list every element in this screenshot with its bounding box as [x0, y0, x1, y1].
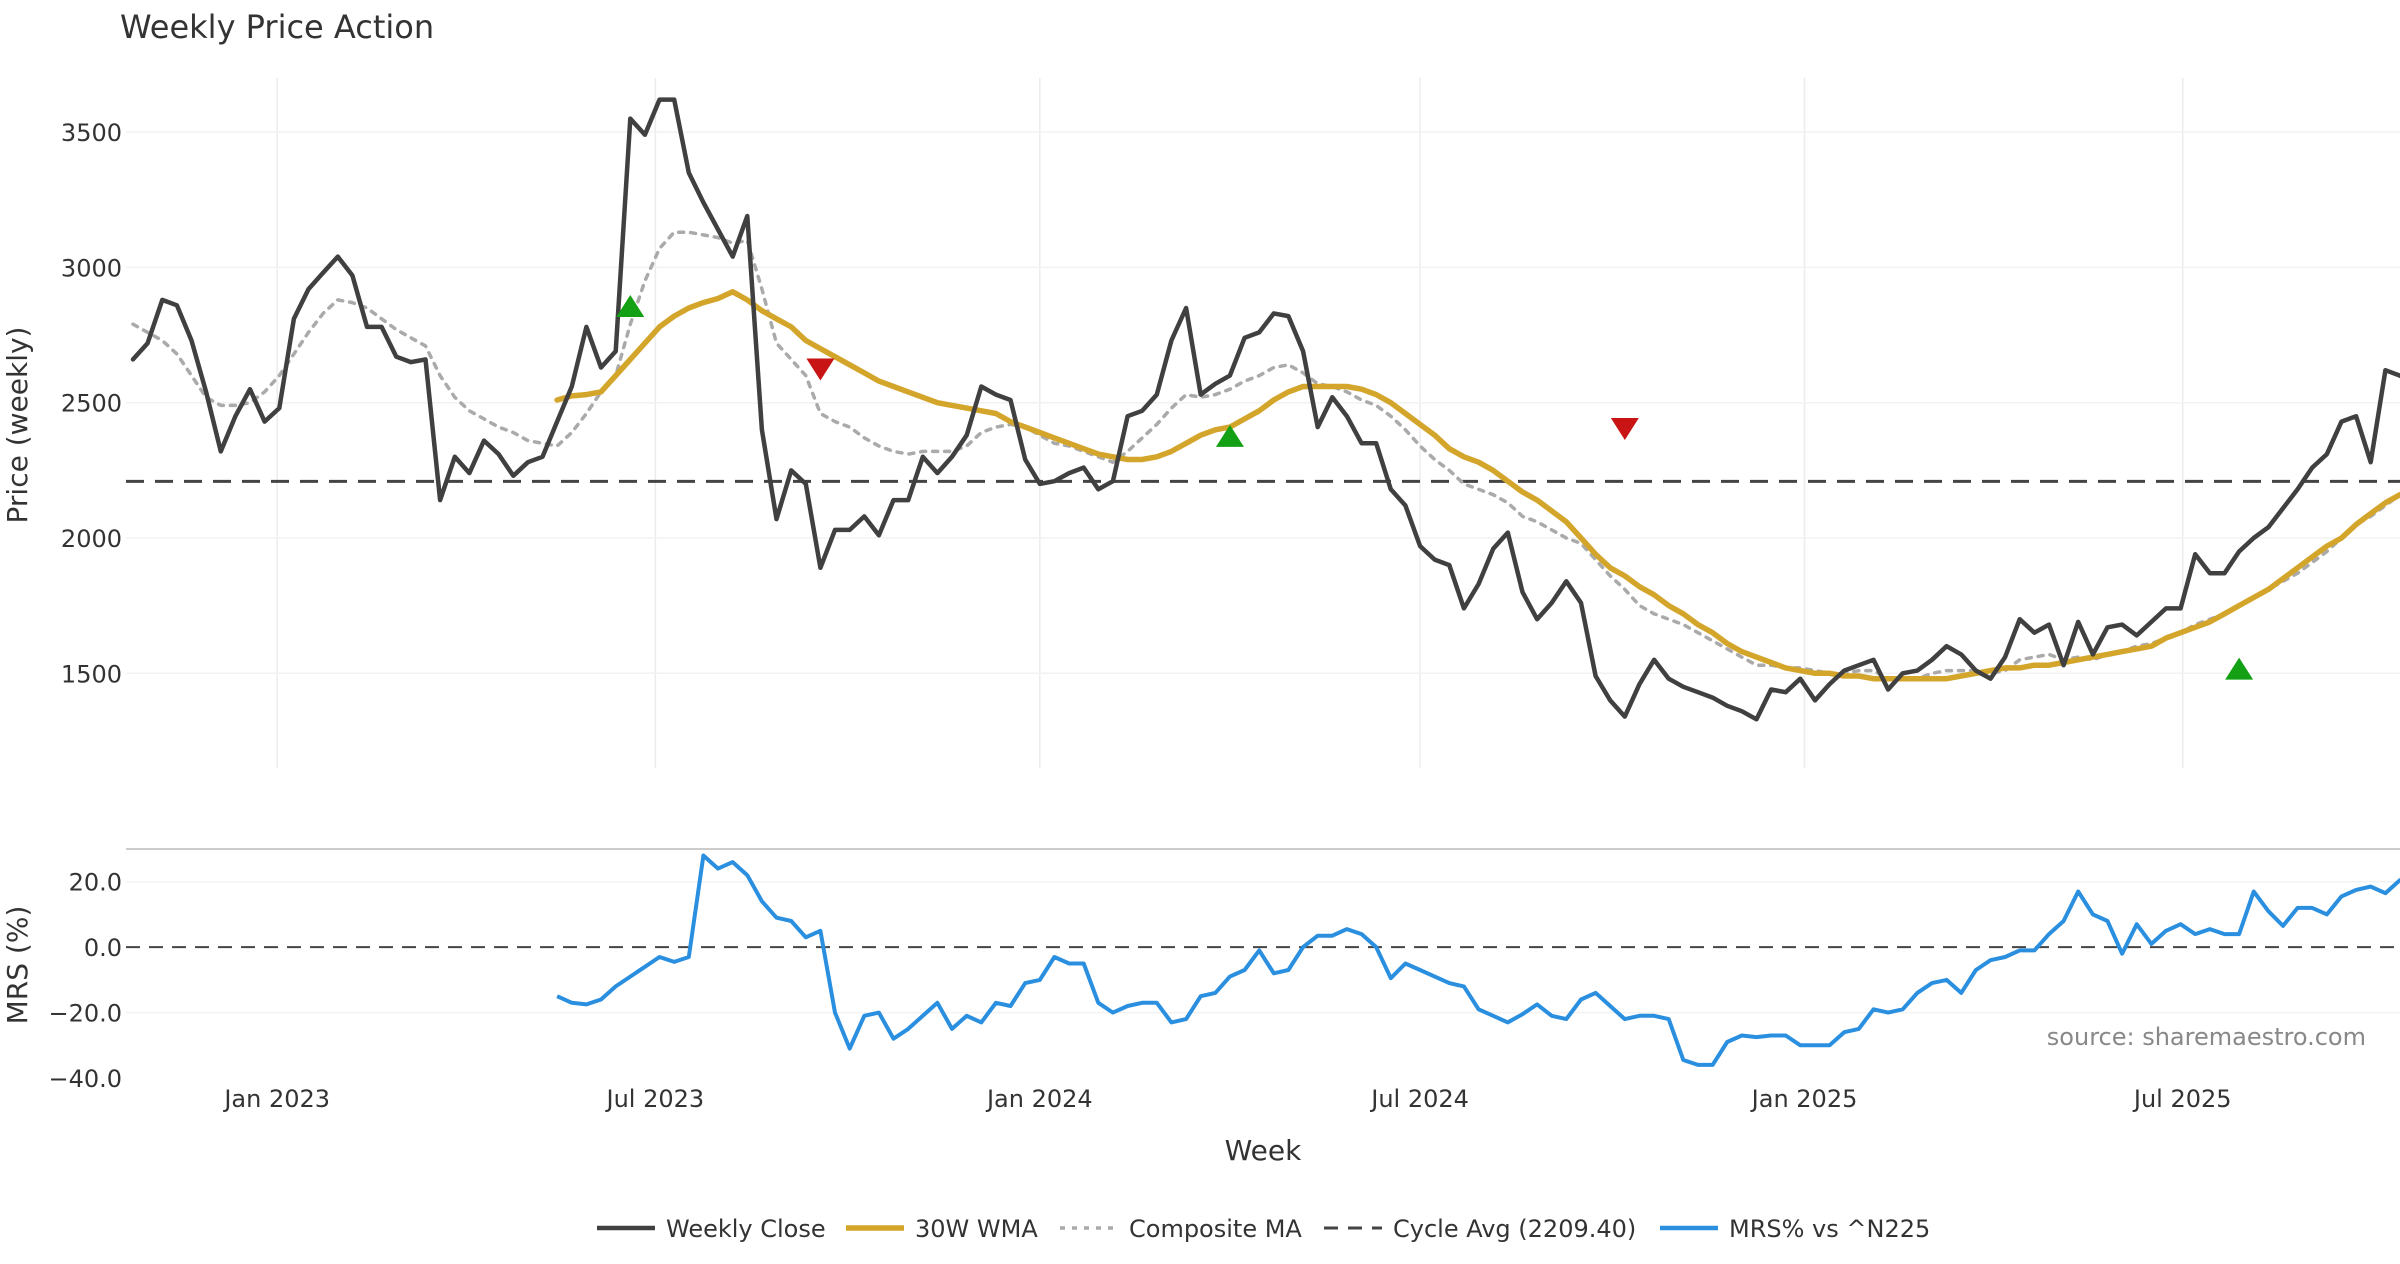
mrs-y-ticks: 20.0 0.0 −20.0 −40.0 — [48, 869, 122, 1093]
price-grid — [126, 78, 2400, 768]
legend-label: 30W WMA — [915, 1215, 1038, 1243]
legend-entry: Composite MA — [1060, 1215, 1302, 1243]
series-30w-wma — [554, 289, 2400, 682]
legend: Weekly Close 30W WMA Composite MA Cycle Avg… — [597, 1215, 1930, 1243]
price-y-tick-label: 1500 — [61, 660, 122, 688]
legend-entry: 30W WMA — [846, 1215, 1038, 1243]
legend-label: Composite MA — [1129, 1215, 1302, 1243]
sell-signal-marker — [1610, 418, 1639, 441]
mrs-y-axis-label: MRS (%) — [1, 906, 34, 1025]
buy-signal-marker — [1215, 424, 1244, 447]
price-y-tick-label: 2000 — [61, 525, 122, 553]
mrs-y-tick-label: −20.0 — [48, 1000, 122, 1028]
legend-label: Cycle Avg (2209.40) — [1393, 1215, 1636, 1243]
buy-signal-marker — [2225, 657, 2254, 680]
mrs-series-group — [556, 853, 2400, 1067]
legend-label: MRS% vs ^N225 — [1729, 1215, 1930, 1243]
series-composite-ma — [131, 230, 2400, 681]
x-ticks: Jan 2023 Jul 2023 Jan 2024 Jul 2024 Jan 2025… — [222, 1085, 2231, 1113]
price-y-tick-label: 3500 — [61, 119, 122, 147]
signal-markers — [616, 295, 2254, 680]
x-tick-label: Jul 2025 — [2132, 1085, 2232, 1113]
price-y-tick-label: 3000 — [61, 254, 122, 282]
buy-signal-marker — [616, 295, 645, 317]
mrs-y-tick-label: 20.0 — [69, 869, 122, 897]
x-axis-label: Week — [1225, 1134, 1302, 1167]
mrs-y-tick-label: −40.0 — [48, 1065, 122, 1093]
x-tick-label: Jan 2024 — [985, 1085, 1093, 1113]
x-tick-label: Jan 2023 — [222, 1085, 330, 1113]
price-series-group — [130, 97, 2400, 722]
legend-entry: MRS% vs ^N225 — [1660, 1215, 1930, 1243]
legend-label: Weekly Close — [666, 1215, 826, 1243]
sell-signal-marker — [806, 358, 835, 381]
mrs-grid — [126, 880, 2400, 1014]
price-y-axis-label: Price (weekly) — [1, 327, 34, 524]
price-y-tick-label: 2500 — [61, 390, 122, 418]
series-weekly-close — [130, 97, 2400, 722]
series-mrs-vs-n225 — [556, 853, 2400, 1067]
mrs-y-tick-label: 0.0 — [84, 934, 122, 962]
legend-entry: Weekly Close — [597, 1215, 826, 1243]
x-tick-label: Jan 2025 — [1750, 1085, 1858, 1113]
price-y-ticks: 1500 2000 2500 3000 3500 — [61, 119, 122, 688]
source-annotation: source: sharemaestro.com — [2047, 1023, 2366, 1051]
chart-title: Weekly Price Action — [120, 8, 434, 46]
x-tick-label: Jul 2024 — [1369, 1085, 1469, 1113]
x-tick-label: Jul 2023 — [605, 1085, 705, 1113]
legend-entry: Cycle Avg (2209.40) — [1324, 1215, 1636, 1243]
